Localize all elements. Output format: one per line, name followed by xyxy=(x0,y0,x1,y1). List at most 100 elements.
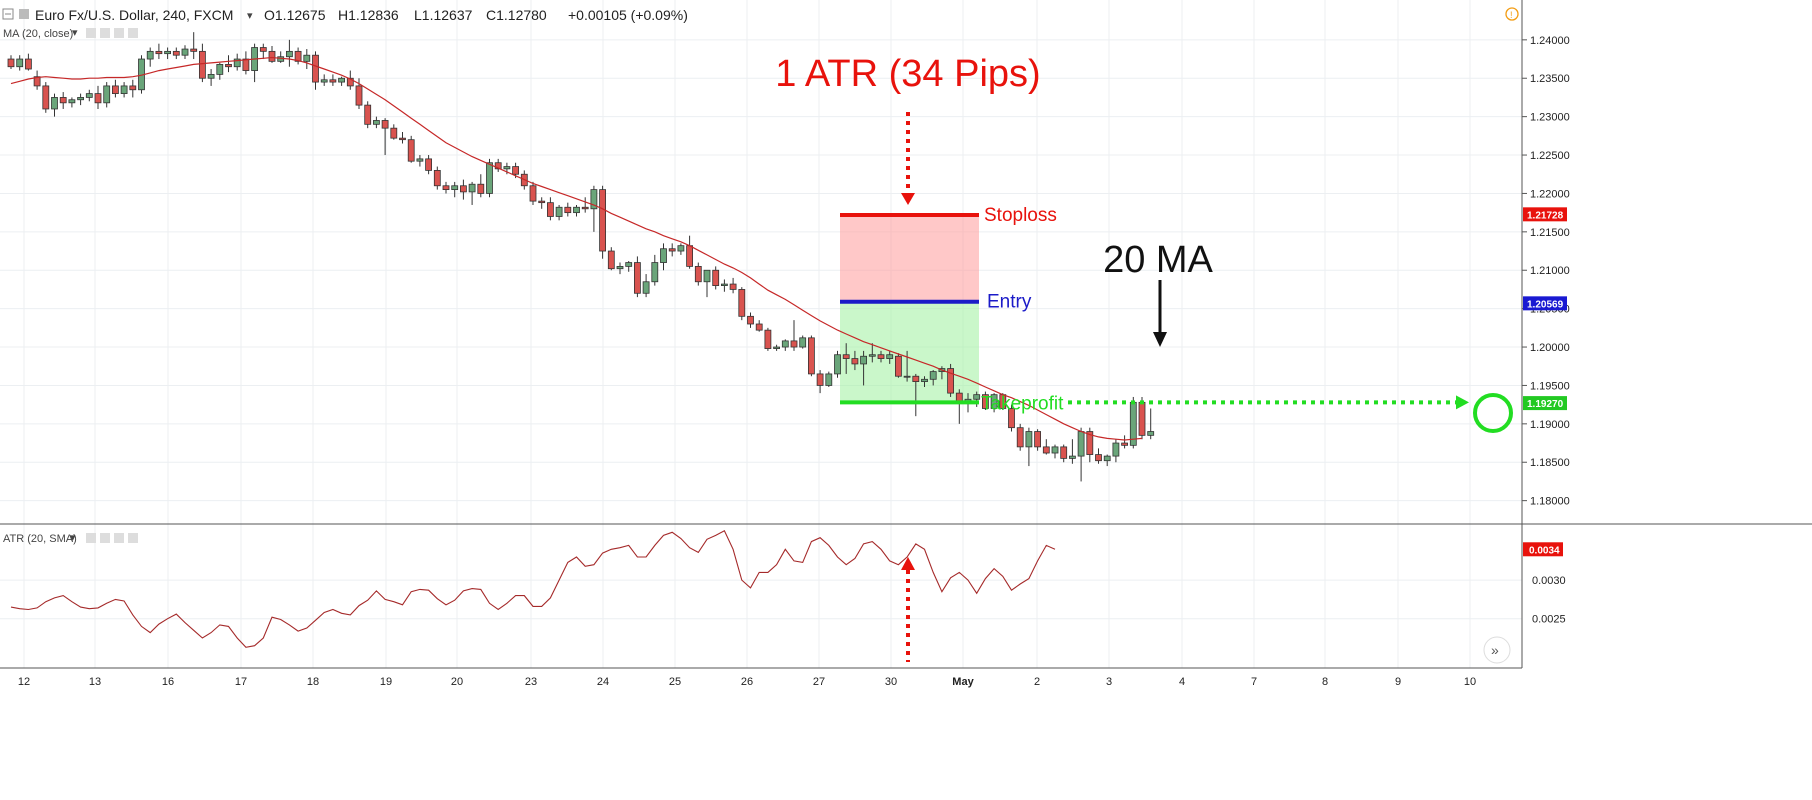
highlight-circle xyxy=(1473,393,1513,433)
candle-body xyxy=(1138,401,1146,436)
candle-body xyxy=(660,248,667,263)
x-tick-label: 16 xyxy=(162,676,174,688)
candle-body xyxy=(625,262,633,267)
candle-body xyxy=(686,245,693,267)
candle-body xyxy=(651,262,659,283)
candle-body xyxy=(372,120,380,125)
candle-body xyxy=(921,378,928,382)
candle-body xyxy=(773,346,780,349)
candle-body xyxy=(442,185,450,190)
candle-body xyxy=(59,97,67,104)
ma-dropdown-icon[interactable]: ▾ xyxy=(72,27,78,39)
candle-body xyxy=(451,185,459,190)
candle-body xyxy=(1060,446,1068,459)
atr-close-icon[interactable] xyxy=(128,533,138,543)
atr-settings-icon[interactable] xyxy=(100,533,110,543)
ma-close-icon[interactable] xyxy=(128,28,138,38)
ma-line xyxy=(10,56,1143,441)
candle-body xyxy=(816,373,824,386)
candle-body xyxy=(77,97,84,101)
candle-body xyxy=(459,185,467,193)
open-value: O1.12675 xyxy=(264,7,326,23)
candle-body xyxy=(1025,431,1033,448)
symbol-title[interactable]: Euro Fx/U.S. Dollar, 240, FXCM xyxy=(35,7,233,23)
price-label-box xyxy=(1523,296,1567,311)
candle-body xyxy=(268,50,276,62)
alert-icon[interactable] xyxy=(1505,7,1519,21)
candle-body xyxy=(51,97,58,110)
candle-body xyxy=(703,269,711,283)
x-tick-label: 20 xyxy=(451,676,463,688)
y-tick-label: 1.23000 xyxy=(1530,112,1570,124)
x-tick-label: 19 xyxy=(380,676,392,688)
candle-body xyxy=(285,50,293,58)
candle-body xyxy=(808,337,815,375)
x-tick-label: 3 xyxy=(1106,676,1112,688)
candle-body xyxy=(216,64,224,75)
y-tick-label: 1.19000 xyxy=(1530,419,1570,431)
ma-settings-icon[interactable] xyxy=(100,28,110,38)
takeprofit-label: Takeprofit xyxy=(981,393,1064,414)
ma-eye-icon[interactable] xyxy=(86,28,96,38)
dropdown-caret-icon[interactable]: ▾ xyxy=(247,10,253,22)
candle-body xyxy=(24,58,32,70)
candle-body xyxy=(755,323,763,331)
candle-body xyxy=(1121,442,1128,446)
x-tick-label: May xyxy=(952,676,974,688)
candle-body xyxy=(634,262,641,294)
price-labels: 1.21728 1.20569 1.19270 0.0034 xyxy=(1523,207,1567,557)
x-tick-label: 8 xyxy=(1322,676,1328,688)
candle-body xyxy=(825,373,833,386)
candle-body xyxy=(877,354,885,359)
candle-body xyxy=(16,58,24,68)
candle-body xyxy=(547,202,554,217)
ma-indicator-label[interactable]: MA (20, close) xyxy=(3,28,73,40)
atr-tick-label: 0.0030 xyxy=(1532,575,1566,587)
time-axis: 12 13 16 17 18 19 20 23 24 25 26 27 30 May 2 3 4 7 8 9 10 xyxy=(18,676,1476,688)
candle-body xyxy=(781,340,789,348)
candle-body xyxy=(190,48,198,52)
x-tick-label: 17 xyxy=(235,676,247,688)
x-tick-label: 18 xyxy=(307,676,319,688)
atr-indicator-label[interactable]: ATR (20, SMA) xyxy=(3,533,77,545)
candle-body xyxy=(1042,446,1050,454)
candle-body xyxy=(573,206,580,214)
atr-annotation-title: 1 ATR (34 Pips) xyxy=(775,53,1040,95)
x-tick-label: 13 xyxy=(89,676,101,688)
scroll-to-latest-button[interactable] xyxy=(1483,636,1511,664)
candle-body xyxy=(425,158,433,171)
candle-body xyxy=(668,248,676,252)
candle-body xyxy=(42,85,50,110)
atr-line xyxy=(10,530,1056,648)
candles xyxy=(7,32,1155,482)
candle-body xyxy=(1086,431,1094,455)
candle-body xyxy=(895,355,902,377)
candle-body xyxy=(312,54,319,83)
atr-dropdown-icon[interactable]: ▾ xyxy=(70,532,76,544)
candle-body xyxy=(94,93,102,104)
candle-body xyxy=(1016,427,1024,448)
candle-body xyxy=(886,354,894,359)
ma-add-icon[interactable] xyxy=(114,28,124,38)
candle-body xyxy=(607,250,615,270)
candle-body xyxy=(85,93,93,98)
double-chevron-right-icon: » xyxy=(1491,642,1499,658)
candle-body xyxy=(860,355,867,365)
candle-body xyxy=(399,137,406,141)
atr-add-icon[interactable] xyxy=(114,533,124,543)
candle-body xyxy=(33,76,41,87)
close-value: C1.12780 xyxy=(486,7,547,23)
y-tick-label: 1.18500 xyxy=(1530,457,1570,469)
entry-label: Entry xyxy=(987,292,1032,313)
candle-body xyxy=(721,283,728,286)
atr-eye-icon[interactable] xyxy=(86,533,96,543)
candle-body xyxy=(1112,442,1120,457)
candle-body xyxy=(364,104,372,125)
candle-body xyxy=(433,169,441,187)
stoploss-label: Stoploss xyxy=(984,205,1057,226)
candle-body xyxy=(320,79,328,83)
collapse-icon[interactable] xyxy=(2,8,14,20)
candle-body xyxy=(1077,431,1085,457)
y-tick-label: 1.21500 xyxy=(1530,227,1570,239)
candle-body xyxy=(799,337,807,348)
